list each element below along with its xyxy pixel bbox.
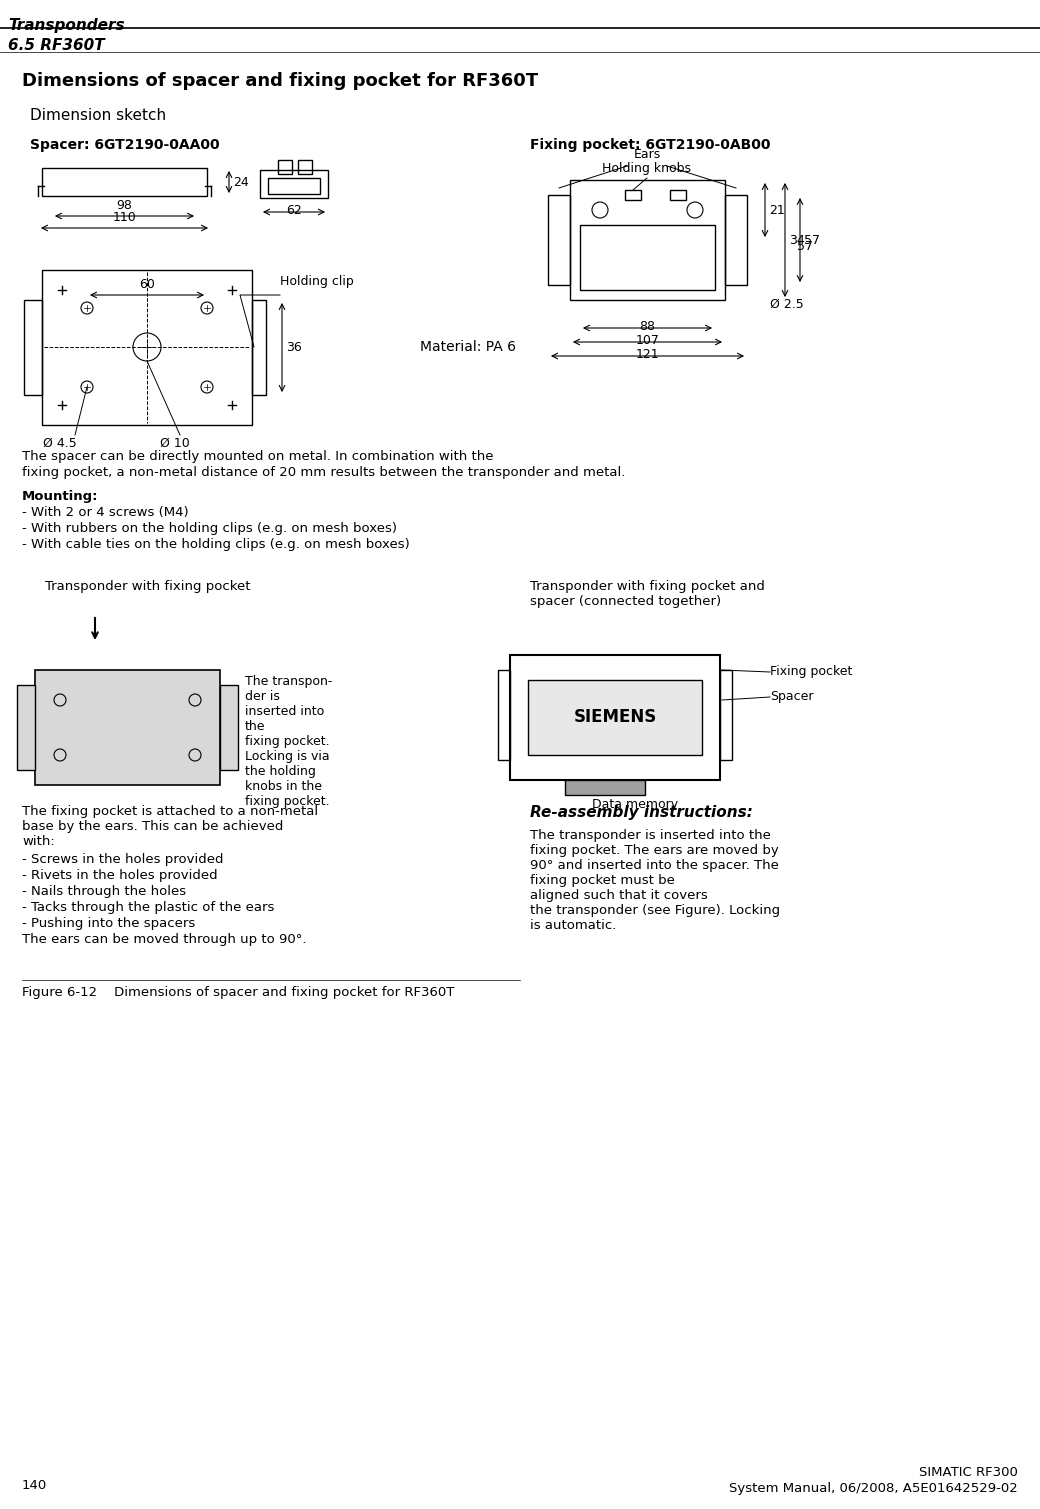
Text: 60: 60 — [139, 278, 155, 291]
Bar — [298, 160, 312, 174]
Bar — [580, 225, 716, 290]
Text: Dimension sketch: Dimension sketch — [30, 109, 166, 124]
Bar — [42, 167, 207, 196]
Bar — [548, 195, 570, 285]
Bar — [268, 178, 320, 195]
Text: Ears: Ears — [633, 148, 660, 161]
Text: 121: 121 — [635, 349, 659, 361]
Text: Ø 2.5: Ø 2.5 — [770, 297, 804, 311]
Text: Holding clip: Holding clip — [280, 275, 354, 288]
Text: Fixing pocket: Fixing pocket — [770, 665, 853, 678]
Bar — [528, 681, 702, 754]
Text: SIEMENS: SIEMENS — [573, 708, 656, 726]
Text: Figure 6-12    Dimensions of spacer and fixing pocket for RF360T: Figure 6-12 Dimensions of spacer and fix… — [22, 985, 454, 999]
Text: - With 2 or 4 screws (M4): - With 2 or 4 screws (M4) — [22, 506, 188, 519]
Text: The fixing pocket is attached to a non-metal
base by the ears. This can be achie: The fixing pocket is attached to a non-m… — [22, 804, 318, 848]
Text: Ø 4.5: Ø 4.5 — [43, 438, 77, 450]
Text: Fixing pocket: 6GT2190-0AB00: Fixing pocket: 6GT2190-0AB00 — [530, 137, 771, 152]
Bar — [720, 670, 732, 761]
Bar — [42, 270, 252, 426]
Text: The transponder is inserted into the
fixing pocket. The ears are moved by
90° an: The transponder is inserted into the fix… — [530, 828, 780, 933]
Text: Transponder with fixing pocket and
spacer (connected together): Transponder with fixing pocket and space… — [530, 579, 764, 608]
Text: 110: 110 — [112, 211, 136, 223]
Text: Mounting:: Mounting: — [22, 490, 99, 502]
Text: 62: 62 — [286, 204, 302, 217]
Bar — [570, 180, 725, 300]
Text: Ø 10: Ø 10 — [160, 438, 190, 450]
Text: - Pushing into the spacers: - Pushing into the spacers — [22, 917, 196, 930]
Bar — [498, 670, 510, 761]
Text: 57: 57 — [797, 240, 813, 254]
Text: Re-assembly instructions:: Re-assembly instructions: — [530, 804, 753, 819]
Bar — [24, 300, 42, 395]
Bar — [260, 171, 328, 198]
Bar — [17, 685, 35, 770]
Text: - Rivets in the holes provided: - Rivets in the holes provided — [22, 869, 217, 881]
Text: Spacer: 6GT2190-0AA00: Spacer: 6GT2190-0AA00 — [30, 137, 219, 152]
Text: - With rubbers on the holding clips (e.g. on mesh boxes): - With rubbers on the holding clips (e.g… — [22, 522, 397, 536]
Text: The transpon-
der is
inserted into
the
fixing pocket.
Locking is via
the holding: The transpon- der is inserted into the f… — [245, 675, 333, 807]
Bar — [35, 670, 220, 785]
Text: Spacer: Spacer — [770, 690, 813, 703]
Text: 6.5 RF360T: 6.5 RF360T — [8, 38, 105, 53]
Bar — [278, 160, 292, 174]
Text: Data memory: Data memory — [592, 798, 678, 810]
Text: Material: PA 6: Material: PA 6 — [420, 340, 516, 355]
Text: SIMATIC RF300: SIMATIC RF300 — [919, 1467, 1018, 1479]
Text: - Screws in the holes provided: - Screws in the holes provided — [22, 853, 224, 866]
Text: fixing pocket, a non-metal distance of 20 mm results between the transponder and: fixing pocket, a non-metal distance of 2… — [22, 466, 625, 478]
Text: 34: 34 — [789, 234, 805, 246]
Text: 21: 21 — [769, 204, 785, 216]
Text: - Nails through the holes: - Nails through the holes — [22, 884, 186, 898]
Text: - With cable ties on the holding clips (e.g. on mesh boxes): - With cable ties on the holding clips (… — [22, 539, 410, 551]
Bar — [725, 195, 747, 285]
Text: 36: 36 — [286, 341, 302, 355]
Text: 98: 98 — [116, 199, 132, 211]
Text: Transponders: Transponders — [8, 18, 125, 33]
Text: Transponder with fixing pocket: Transponder with fixing pocket — [45, 579, 251, 593]
Bar — [220, 685, 238, 770]
Text: 140: 140 — [22, 1479, 47, 1492]
Text: - Tacks through the plastic of the ears: - Tacks through the plastic of the ears — [22, 901, 275, 914]
Text: 88: 88 — [640, 320, 655, 333]
Text: Holding knobs: Holding knobs — [602, 161, 692, 175]
Text: 107: 107 — [635, 333, 659, 347]
Text: 24: 24 — [233, 175, 249, 189]
Bar — [252, 300, 266, 395]
Text: System Manual, 06/2008, A5E01642529-02: System Manual, 06/2008, A5E01642529-02 — [729, 1482, 1018, 1495]
Bar — [510, 655, 720, 780]
Text: The spacer can be directly mounted on metal. In combination with the: The spacer can be directly mounted on me… — [22, 450, 494, 463]
Bar — [565, 780, 645, 795]
Bar — [625, 190, 641, 201]
Bar — [670, 190, 686, 201]
Text: Dimensions of spacer and fixing pocket for RF360T: Dimensions of spacer and fixing pocket f… — [22, 72, 538, 91]
Text: The ears can be moved through up to 90°.: The ears can be moved through up to 90°. — [22, 933, 307, 946]
Text: 57: 57 — [804, 234, 820, 246]
